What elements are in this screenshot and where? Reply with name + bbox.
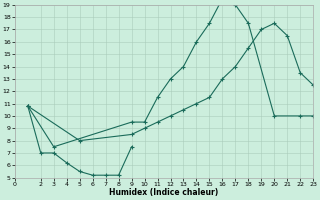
X-axis label: Humidex (Indice chaleur): Humidex (Indice chaleur) [109,188,219,197]
